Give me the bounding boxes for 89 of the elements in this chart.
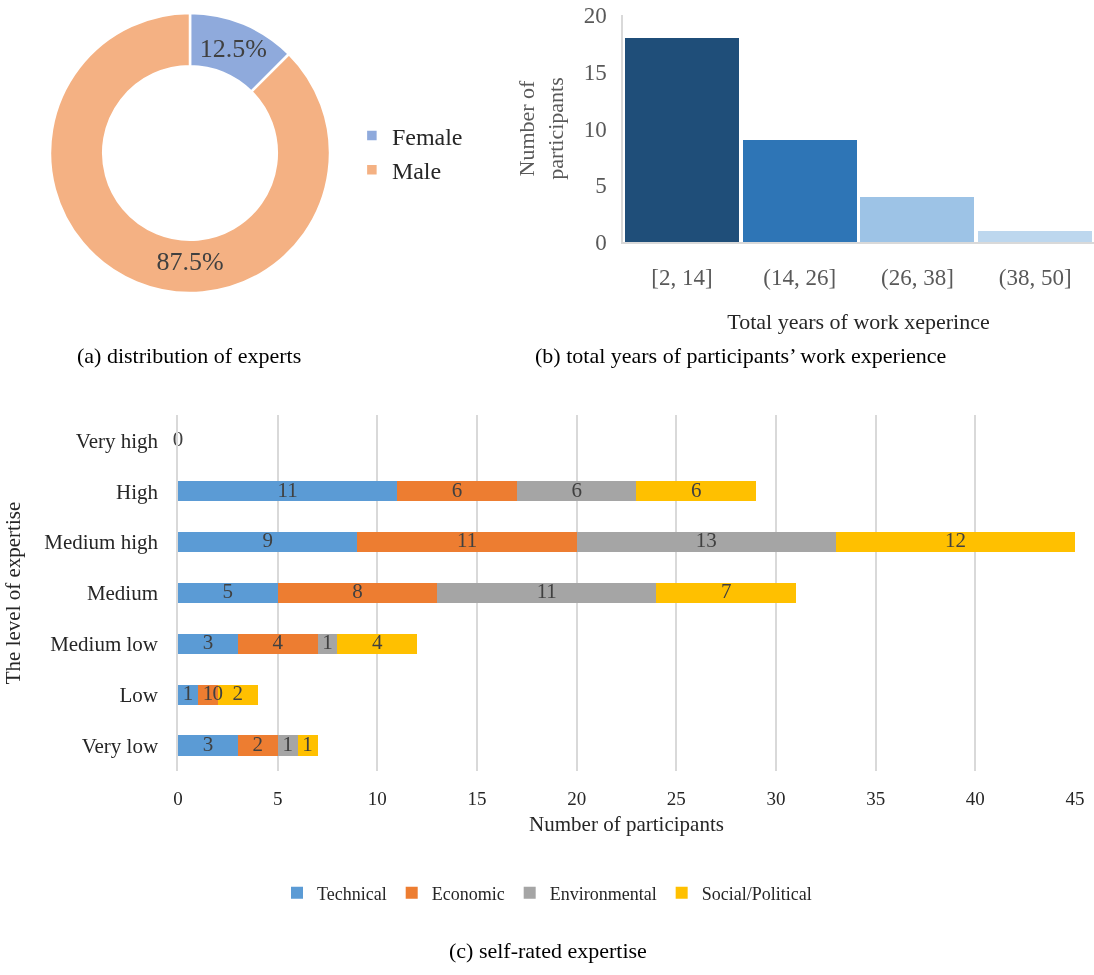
- data-label: 8: [352, 579, 363, 604]
- data-label: 1: [202, 680, 214, 705]
- legend-label: Environmental: [549, 883, 657, 904]
- data-label: 2: [252, 731, 263, 756]
- data-label: 6: [571, 477, 582, 502]
- y-tick-label: 10: [583, 116, 607, 142]
- data-label: 12: [944, 528, 966, 553]
- legend-label: Male: [391, 158, 442, 185]
- bar: [178, 735, 238, 756]
- bar: [178, 531, 358, 553]
- y-tick-label: Very high: [75, 428, 159, 453]
- bar: [237, 735, 278, 756]
- y-axis-title: The level of expertise: [0, 501, 25, 685]
- y-tick-label: 0: [595, 230, 607, 256]
- data-label: 1: [182, 680, 194, 705]
- bar: [178, 481, 398, 502]
- bar: [516, 481, 637, 502]
- x-tick-label: 20: [567, 788, 587, 809]
- data-label: 0: [212, 680, 224, 705]
- text: (c) self-rated expertise: [449, 938, 647, 963]
- y-tick-label: Medium high: [44, 530, 159, 555]
- bar: [576, 531, 836, 553]
- legend-label: Social/Political: [701, 883, 812, 904]
- data-label: 6: [451, 477, 463, 502]
- y-tick-label: Medium: [86, 581, 159, 606]
- data-label: 9: [262, 528, 273, 553]
- x-tick-label: [2, 14]: [651, 265, 713, 291]
- y-tick-label: 15: [583, 59, 607, 85]
- x-tick-label: 10: [367, 788, 387, 809]
- bar: [277, 735, 298, 756]
- bar: [178, 582, 278, 604]
- x-tick-label: 25: [666, 788, 686, 809]
- x-tick-label: (26, 38]: [880, 265, 954, 291]
- y-axis-title: Number of participants: [514, 77, 568, 180]
- y-tick-label: Medium low: [50, 632, 159, 657]
- data-label: 1: [282, 731, 293, 756]
- bar: [624, 37, 739, 242]
- data-label: 13: [695, 528, 717, 553]
- bar: [277, 582, 438, 604]
- y-tick-label: 20: [583, 3, 607, 29]
- bar: [656, 582, 796, 604]
- data-label: 11: [277, 477, 298, 502]
- data-label: 12.5%: [199, 33, 267, 63]
- data-label: 7: [720, 579, 732, 604]
- x-axis-title: Total years of work xeperince: [727, 308, 990, 334]
- data-label: 3: [202, 731, 214, 756]
- legend-label: Technical: [317, 883, 387, 904]
- data-label: 4: [272, 630, 284, 655]
- y-tick-label: Very low: [81, 733, 159, 758]
- text: (a) distribution of experts: [77, 343, 302, 368]
- data-label: 2: [232, 680, 244, 705]
- bar: [397, 481, 517, 502]
- text: (b) total years of participants’ work experience: [535, 343, 947, 368]
- y-tick-label: High: [116, 479, 159, 504]
- bar: [337, 633, 418, 655]
- data-label: 11: [536, 579, 557, 604]
- x-tick-label: 5: [272, 788, 283, 809]
- data-label: 87.5%: [156, 247, 224, 277]
- bar: [978, 230, 1093, 242]
- data-label: 1: [302, 731, 313, 756]
- bar: [297, 735, 318, 756]
- y-tick-label: Low: [119, 683, 159, 708]
- y-tick-label: 5: [595, 173, 607, 199]
- bar: [357, 531, 577, 553]
- x-tick-label: (14, 26]: [763, 265, 837, 291]
- bar: [178, 633, 238, 655]
- data-label: 1: [322, 630, 333, 655]
- x-axis-title: Number of participants: [529, 812, 724, 837]
- data-label: 3: [202, 630, 214, 655]
- x-tick-label: 30: [766, 788, 786, 809]
- x-tick-label: (38, 50]: [998, 265, 1072, 291]
- bar: [835, 531, 1075, 553]
- bar: [860, 196, 975, 242]
- bar: [742, 139, 857, 242]
- bar: [237, 633, 318, 655]
- bar: [437, 582, 657, 604]
- bar: [636, 481, 757, 502]
- data-label: 11: [456, 528, 478, 553]
- legend-label: Female: [391, 123, 463, 150]
- x-tick-label: 35: [866, 788, 886, 809]
- legend-label: Economic: [431, 883, 505, 904]
- x-tick-label: 40: [965, 788, 985, 809]
- x-tick-label: 45: [1065, 788, 1085, 809]
- x-tick-label: 15: [467, 788, 487, 809]
- data-label: 5: [222, 579, 234, 604]
- data-label: 4: [372, 630, 384, 655]
- donut-slice: [48, 11, 332, 295]
- x-tick-label: 0: [173, 788, 183, 809]
- data-label: 6: [691, 477, 702, 502]
